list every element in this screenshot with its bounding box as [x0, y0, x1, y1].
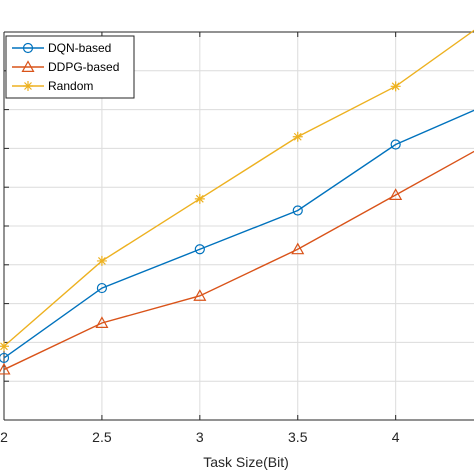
legend-entry: DDPG-based: [12, 60, 119, 74]
legend-label: Random: [48, 79, 93, 93]
data-point: [0, 362, 11, 375]
data-point: [390, 139, 401, 150]
series-line: [3, 150, 474, 371]
data-point: [95, 316, 109, 328]
data-point: [0, 341, 9, 352]
legend-label: DQN-based: [48, 41, 111, 55]
data-point: [194, 193, 205, 204]
tick-labels: 2 2.5 3 3.5 4: [0, 429, 400, 445]
series-line: [3, 109, 474, 359]
legend-entry: DQN-based: [12, 41, 111, 55]
series-ddpg-based: [0, 150, 474, 375]
x-axis-label: Task Size(Bit): [203, 454, 289, 470]
data-point: [0, 352, 10, 364]
data-point: [390, 81, 401, 92]
data-point: [194, 244, 205, 255]
data-point: [96, 282, 108, 294]
legend: DQN-based DDPG-based Random: [5, 35, 135, 99]
legend-marker: [21, 60, 35, 73]
legend-marker: [22, 42, 34, 54]
grid-lines: [3, 32, 474, 420]
x-tick-label: 4: [392, 429, 400, 445]
x-tick-label: 2: [0, 429, 8, 445]
legend-marker: [23, 81, 33, 91]
series-random: [0, 29, 474, 352]
x-tick-label: 2.5: [92, 429, 112, 445]
series-line: [3, 29, 474, 347]
data-point: [291, 242, 305, 255]
legend-entry: Random: [12, 79, 93, 93]
data-point: [389, 188, 403, 200]
x-tick-label: 3: [196, 429, 204, 445]
legend-label: DDPG-based: [48, 60, 119, 74]
data-point: [193, 289, 207, 301]
series-group: [0, 29, 474, 375]
data-point: [292, 131, 303, 142]
data-point: [292, 205, 303, 216]
data-point: [96, 255, 107, 266]
series-dqn-based: [0, 109, 474, 364]
x-tick-label: 3.5: [288, 429, 308, 445]
